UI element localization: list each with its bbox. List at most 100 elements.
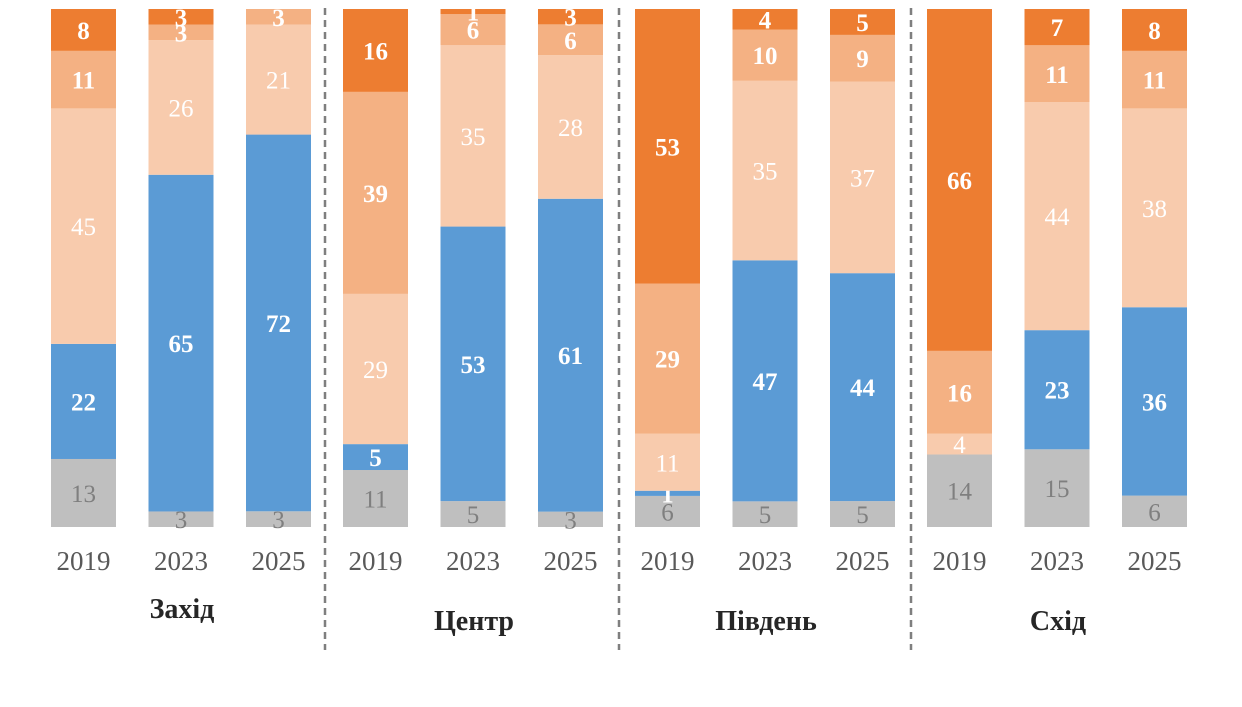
data-label: 11 — [1045, 62, 1069, 89]
data-label: 61 — [558, 343, 583, 370]
data-label: 1 — [467, 0, 480, 27]
data-label: 5 — [759, 502, 772, 529]
data-label: 5 — [856, 502, 869, 529]
bar-segment-light_orange — [538, 24, 603, 56]
bar-segment-light_peach — [538, 55, 603, 199]
bar-segment-gray — [538, 511, 603, 527]
data-label: 53 — [461, 352, 486, 379]
bar-segment-orange — [148, 9, 214, 25]
bar-segment-orange — [440, 9, 506, 15]
bar-segment-light_orange — [1122, 50, 1187, 109]
bar-segment-orange — [732, 9, 798, 30]
data-label: 35 — [461, 124, 486, 151]
data-label: 13 — [71, 481, 96, 508]
bar-segment-gray — [148, 511, 214, 527]
bar-segment-light_orange — [343, 91, 408, 294]
data-label: 29 — [655, 347, 680, 374]
bar-segment-gray — [440, 501, 506, 527]
bar-segment-gray — [246, 511, 311, 527]
bar-segment-gray — [1024, 449, 1090, 527]
bar-segment-light_peach — [440, 45, 506, 227]
data-label: 11 — [72, 68, 96, 95]
data-label: 6 — [1148, 499, 1161, 526]
bar-segment-light_orange — [635, 283, 700, 434]
data-label: 44 — [850, 375, 876, 402]
bar-segment-light_peach — [1024, 102, 1090, 331]
data-label: 6 — [564, 28, 577, 55]
bar-segment-blue — [440, 226, 506, 502]
bar-segment-gray — [51, 458, 116, 527]
bar-segment-orange — [343, 9, 408, 92]
bar-segment-blue — [343, 444, 408, 471]
bar-segment-light_orange — [51, 50, 116, 109]
data-label: 3 — [175, 5, 188, 32]
bar-segment-blue — [1122, 307, 1187, 496]
data-label: 3 — [175, 20, 188, 47]
bar-segment-light_orange — [440, 14, 506, 46]
year-tick-label: 2025 — [252, 546, 306, 576]
bar-segment-light_orange — [732, 29, 798, 81]
data-label: 3 — [564, 507, 577, 534]
bar-segment-blue — [246, 134, 311, 512]
data-label: 45 — [71, 214, 96, 241]
data-label: 3 — [272, 5, 285, 32]
bar-segment-light_peach — [246, 24, 311, 135]
bar-segment-orange — [830, 9, 895, 35]
bar-segment-light_peach — [51, 108, 116, 344]
bar-segment-light_peach — [1122, 108, 1187, 308]
data-label: 11 — [1143, 68, 1167, 95]
data-label: 6 — [661, 499, 674, 526]
year-tick-label: 2023 — [1030, 546, 1084, 576]
bar-segment-gray — [635, 495, 700, 527]
data-label: 47 — [753, 369, 778, 396]
year-tick-label: 2019 — [349, 546, 403, 576]
bar-segment-light_peach — [830, 81, 895, 274]
bar-segment-blue — [732, 260, 798, 502]
bar-segment-orange — [51, 9, 116, 51]
data-label: 3 — [272, 507, 285, 534]
bar-segment-light_peach — [927, 433, 992, 455]
data-label: 72 — [266, 311, 291, 338]
bar-segment-light_orange — [246, 9, 311, 25]
region-label: Південь — [715, 606, 817, 637]
bar-segment-gray — [343, 470, 408, 527]
bar-segment-light_orange — [1024, 45, 1090, 103]
data-label: 11 — [655, 450, 679, 477]
data-label: 8 — [1148, 18, 1161, 45]
bar-segment-blue — [51, 343, 116, 459]
region-label: Захід — [150, 594, 215, 625]
data-label: 37 — [850, 165, 875, 192]
data-label: 28 — [558, 115, 583, 142]
year-tick-label: 2025 — [836, 546, 890, 576]
data-label: 53 — [655, 134, 680, 161]
data-label: 66 — [947, 168, 972, 195]
data-label: 44 — [1045, 204, 1071, 231]
data-label: 21 — [266, 68, 291, 95]
data-label: 14 — [947, 479, 973, 506]
data-label: 22 — [71, 389, 96, 416]
bar-segment-orange — [1122, 9, 1187, 51]
region-label: Схід — [1030, 606, 1086, 637]
year-tick-label: 2019 — [641, 546, 695, 576]
data-label: 39 — [363, 181, 388, 208]
bar-segment-light_peach — [732, 80, 798, 261]
data-label: 65 — [169, 331, 194, 358]
data-label: 16 — [363, 38, 388, 65]
data-label: 35 — [753, 159, 778, 186]
data-label: 4 — [953, 432, 966, 459]
year-tick-label: 2025 — [1128, 546, 1182, 576]
data-label: 5 — [467, 502, 480, 529]
bar-segment-light_peach — [635, 433, 700, 491]
year-tick-label: 2023 — [738, 546, 792, 576]
data-label: 26 — [169, 95, 194, 122]
year-tick-label: 2023 — [446, 546, 500, 576]
data-label: 36 — [1142, 389, 1167, 416]
bar-segment-light_peach — [148, 40, 214, 175]
bar-segment-light_orange — [830, 34, 895, 82]
bar-segment-blue — [1024, 330, 1090, 450]
data-label: 9 — [856, 46, 869, 73]
data-label: 5 — [369, 445, 382, 472]
bar-segment-gray — [732, 501, 798, 527]
bar-segment-orange — [538, 9, 603, 25]
